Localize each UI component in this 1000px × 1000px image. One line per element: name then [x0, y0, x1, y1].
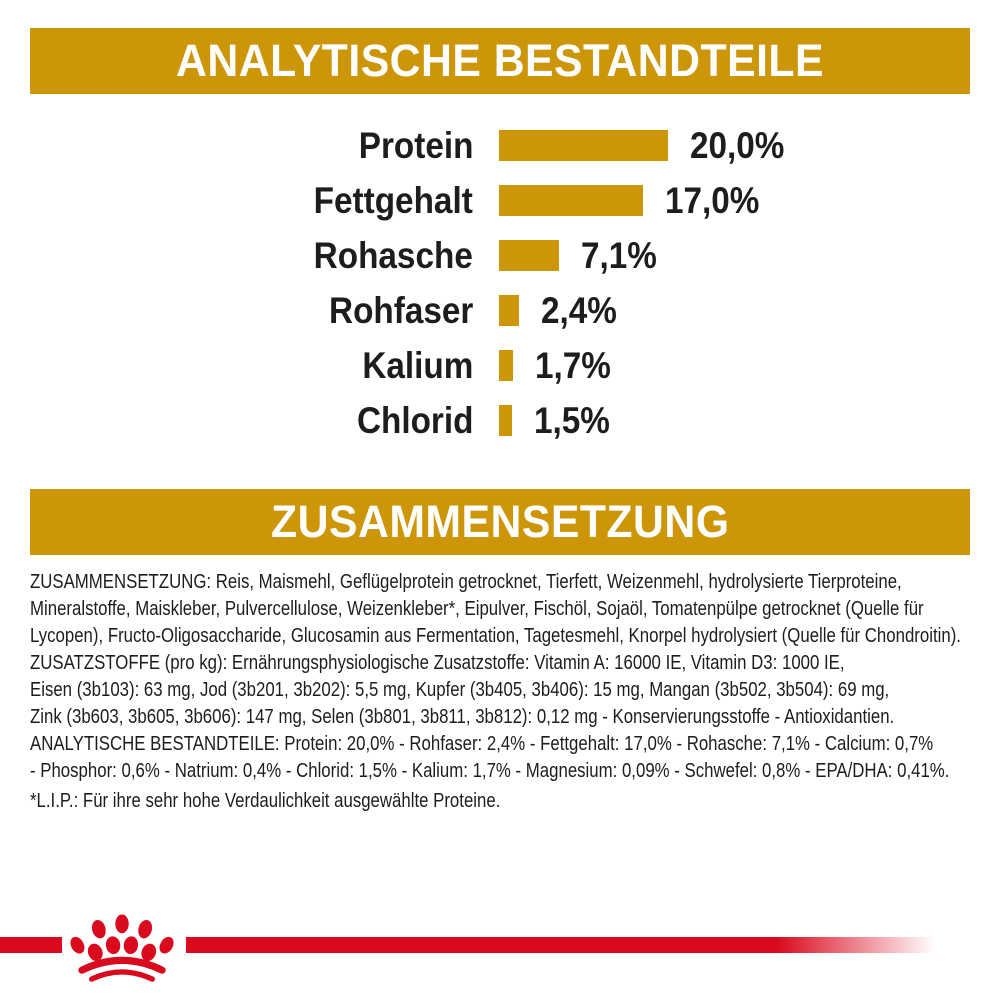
- chart-category-label: Chlorid: [356, 399, 473, 441]
- composition-header-band: ZUSAMMENSETZUNG: [30, 489, 970, 555]
- chart-category-label: Kalium: [361, 344, 473, 386]
- composition-header-title: ZUSAMMENSETZUNG: [270, 496, 730, 547]
- chart-row: Protein 20,0%: [0, 118, 1000, 173]
- chart-value-label: 1,5%: [533, 399, 610, 441]
- chart-category-label: Rohasche: [313, 234, 473, 276]
- chart-value-label: 7,1%: [580, 234, 657, 276]
- composition-line: Eisen (3b103): 63 mg, Jod (3b201, 3b202)…: [30, 679, 890, 701]
- analytical-header-band: ANALYTISCHE BESTANDTEILE: [30, 28, 970, 94]
- chart-bar: [499, 240, 559, 271]
- chart-row: Kalium 1,7%: [0, 338, 1000, 393]
- chart-row: Rohasche 7,1%: [0, 228, 1000, 283]
- chart-row: Chlorid 1,5%: [0, 393, 1000, 448]
- chart-bar: [499, 405, 512, 436]
- footer-red-bar-right: [186, 937, 935, 953]
- composition-line: ZUSAMMENSETZUNG: Reis, Maismehl, Geflüge…: [30, 571, 902, 593]
- analytical-header-title: ANALYTISCHE BESTANDTEILE: [176, 35, 824, 86]
- chart-row: Fettgehalt 17,0%: [0, 173, 1000, 228]
- analytical-chart: Protein 20,0% Fettgehalt 17,0% Rohasche 7,1% R…: [0, 118, 1000, 448]
- chart-row: Rohfaser 2,4%: [0, 283, 1000, 338]
- chart-category-label: Protein: [358, 124, 473, 166]
- chart-value-label: 2,4%: [541, 289, 618, 331]
- royal-canin-crown-paw-icon: [70, 914, 174, 982]
- lip-footnote: *L.I.P.: Für ihre sehr hohe Verdaulichke…: [30, 790, 501, 812]
- chart-category-label: Rohfaser: [328, 289, 473, 331]
- chart-value-label: 17,0%: [664, 179, 760, 221]
- chart-bar: [499, 130, 668, 161]
- composition-line: Lycopen), Fructo-Oligosaccharide, Glucos…: [30, 625, 961, 647]
- chart-bar: [499, 185, 643, 216]
- composition-line: ANALYTISCHE BESTANDTEILE: Protein: 20,0%…: [30, 733, 934, 755]
- composition-line: ZUSATZSTOFFE (pro kg): Ernährungsphysiol…: [30, 652, 845, 674]
- composition-line: - Phosphor: 0,6% - Natrium: 0,4% - Chlor…: [30, 760, 950, 782]
- composition-line: Zink (3b603, 3b605, 3b606): 147 mg, Sele…: [30, 706, 895, 728]
- composition-text-block: ZUSAMMENSETZUNG: Reis, Maismehl, Geflüge…: [30, 569, 990, 785]
- chart-category-label: Fettgehalt: [313, 179, 473, 221]
- composition-line: Mineralstoffe, Maiskleber, Pulvercellulo…: [30, 598, 924, 620]
- chart-bar: [499, 350, 514, 381]
- footer-red-bar-left: [0, 937, 62, 953]
- chart-bar: [499, 295, 520, 326]
- chart-value-label: 20,0%: [690, 124, 785, 166]
- chart-value-label: 1,7%: [535, 344, 612, 386]
